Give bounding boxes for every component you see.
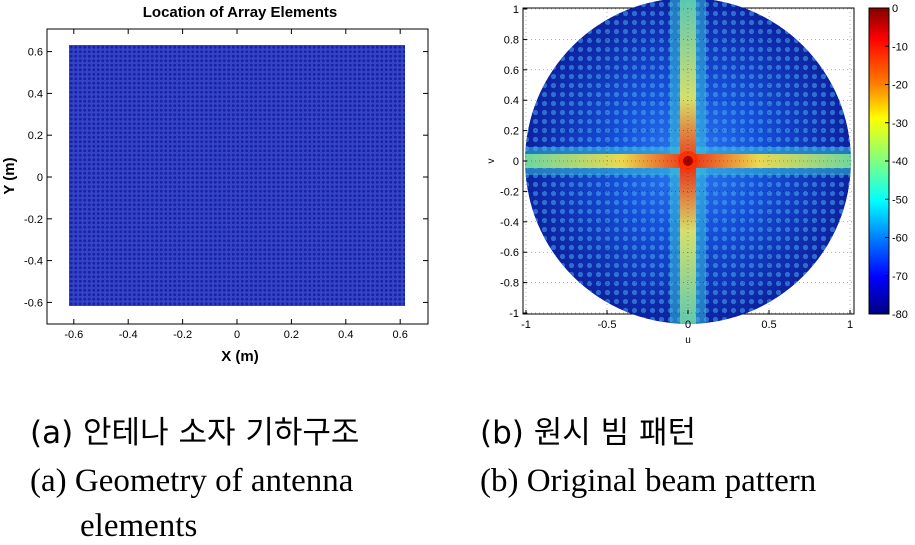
array-elements: [69, 45, 405, 306]
colorbar-tick-label: -30: [892, 118, 908, 130]
y-tick-label: 0: [37, 172, 43, 184]
u-tick-label: 0: [685, 319, 691, 331]
x-tick-label: -0.6: [64, 329, 83, 341]
v-tick-label: 0: [513, 156, 519, 168]
y-tick-label: 0.6: [28, 47, 43, 59]
v-tick-label: 0.8: [504, 34, 519, 46]
u-tick-label: 1: [847, 319, 853, 331]
beam-pattern-chart: -1 -0.5 0 0.5 1 1 0.8 0.6 0.4 0.2 0 -0.2 -0.4 -0.6 -0.…: [486, 0, 908, 346]
v-tick-label: -1: [509, 308, 519, 320]
v-tick-label: 0.6: [504, 65, 519, 77]
v-tick-label: 0.2: [504, 126, 519, 138]
u-tick-label: -0.5: [598, 319, 617, 331]
v-tick-label: -0.2: [500, 186, 519, 198]
caption-a-english-line1: (a) Geometry of antenna: [30, 463, 354, 499]
caption-b-english: (b) Original beam pattern: [480, 463, 817, 499]
colorbar-tick-label: -80: [892, 309, 908, 321]
v-tick-label: -0.8: [500, 278, 519, 290]
y-tick-label: -0.6: [24, 297, 43, 309]
right-axes-ticks: -1 -0.5 0 0.5 1 1 0.8 0.6 0.4 0.2 0 -0.2 -0.4 -0.6 -0.…: [500, 4, 853, 331]
colorbar-tick-label: -60: [892, 233, 908, 245]
x-tick-label: 0: [234, 329, 240, 341]
v-tick-label: -0.4: [500, 217, 519, 229]
colorbar-tick-label: -40: [892, 156, 908, 168]
left-axes-ticks: -0.6 -0.4 -0.2 0 0.2 0.4 0.6 0.6 0.4 0.2 0 -0.2 -0.4…: [24, 29, 428, 341]
y-axis-label: Y (m): [1, 157, 18, 194]
v-axis-label: v: [486, 159, 497, 164]
y-tick-label: 0.2: [28, 130, 43, 142]
v-tick-label: -0.6: [500, 247, 519, 259]
colorbar-ticks: 0 -10 -20 -30 -40 -50 -60 -70 -80: [885, 3, 908, 321]
caption-a-korean: (a) 안테나 소자 기하구조: [30, 415, 360, 451]
x-tick-label: -0.2: [173, 329, 192, 341]
u-tick-label: 0.5: [761, 319, 776, 331]
x-tick-label: -0.4: [119, 329, 138, 341]
colorbar-tick-label: -10: [892, 41, 908, 53]
colorbar-tick-label: -70: [892, 271, 908, 283]
u-tick-label: -1: [521, 319, 531, 331]
y-tick-label: -0.2: [24, 214, 43, 226]
caption-b-korean: (b) 원시 빔 패턴: [480, 415, 697, 451]
x-tick-label: 0.4: [338, 329, 353, 341]
colorbar-tick-label: 0: [892, 3, 898, 15]
v-tick-label: 1: [513, 4, 519, 16]
colorbar-tick-label: -50: [892, 194, 908, 206]
y-tick-label: 0.4: [28, 88, 43, 100]
array-geometry-chart: Location of Array Elements -0.6 -0.4 -0.2 0…: [1, 4, 429, 365]
v-tick-label: 0.4: [504, 95, 519, 107]
chart-title: Location of Array Elements: [143, 4, 338, 21]
colorbar-tick-label: -20: [892, 80, 908, 92]
caption-a-english-line2: elements: [80, 508, 198, 544]
x-tick-label: 0.6: [393, 329, 408, 341]
figure-canvas: Location of Array Elements -0.6 -0.4 -0.2 0…: [1, 0, 908, 365]
x-tick-label: 0.2: [284, 329, 299, 341]
y-tick-label: -0.4: [24, 256, 43, 268]
u-axis-label: u: [685, 335, 691, 346]
x-axis-label: X (m): [221, 348, 259, 365]
